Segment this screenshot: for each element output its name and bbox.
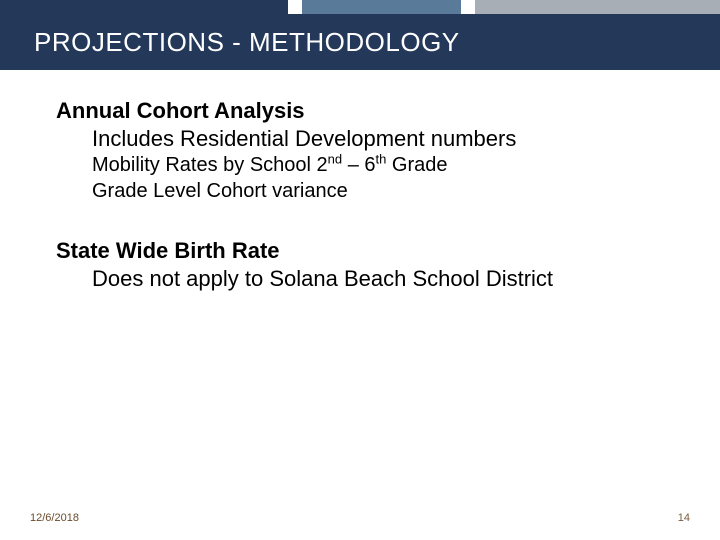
- mobility-post: Grade: [386, 154, 447, 176]
- heading-birthrate: State Wide Birth Rate: [56, 238, 664, 264]
- slide-title: PROJECTIONS - METHODOLOGY: [34, 27, 460, 58]
- bar-gap1: [288, 0, 302, 14]
- top-accent-bars: [0, 0, 720, 14]
- bar-gap2: [461, 0, 475, 14]
- sup-th: th: [376, 151, 387, 166]
- sub-mobility: Mobility Rates by School 2nd – 6th Grade: [56, 152, 664, 178]
- footer-date: 12/6/2018: [30, 512, 79, 524]
- bar-gray: [475, 0, 720, 14]
- footer-page: 14: [678, 512, 690, 524]
- footer: 12/6/2018 14: [0, 512, 720, 524]
- mobility-pre: Mobility Rates by School 2: [92, 154, 328, 176]
- section-cohort: Annual Cohort Analysis Includes Resident…: [56, 98, 664, 204]
- heading-cohort: Annual Cohort Analysis: [56, 98, 664, 124]
- sup-nd: nd: [328, 151, 342, 166]
- sub-variance: Grade Level Cohort variance: [56, 178, 664, 204]
- section-birthrate: State Wide Birth Rate Does not apply to …: [56, 238, 664, 292]
- bar-navy: [0, 0, 288, 14]
- sub-notapply: Does not apply to Solana Beach School Di…: [56, 266, 664, 292]
- title-band: PROJECTIONS - METHODOLOGY: [0, 14, 720, 70]
- sub-residential: Includes Residential Development numbers: [56, 126, 664, 152]
- mobility-mid: – 6: [342, 154, 375, 176]
- bar-steel: [302, 0, 460, 14]
- content-area: Annual Cohort Analysis Includes Resident…: [0, 70, 720, 292]
